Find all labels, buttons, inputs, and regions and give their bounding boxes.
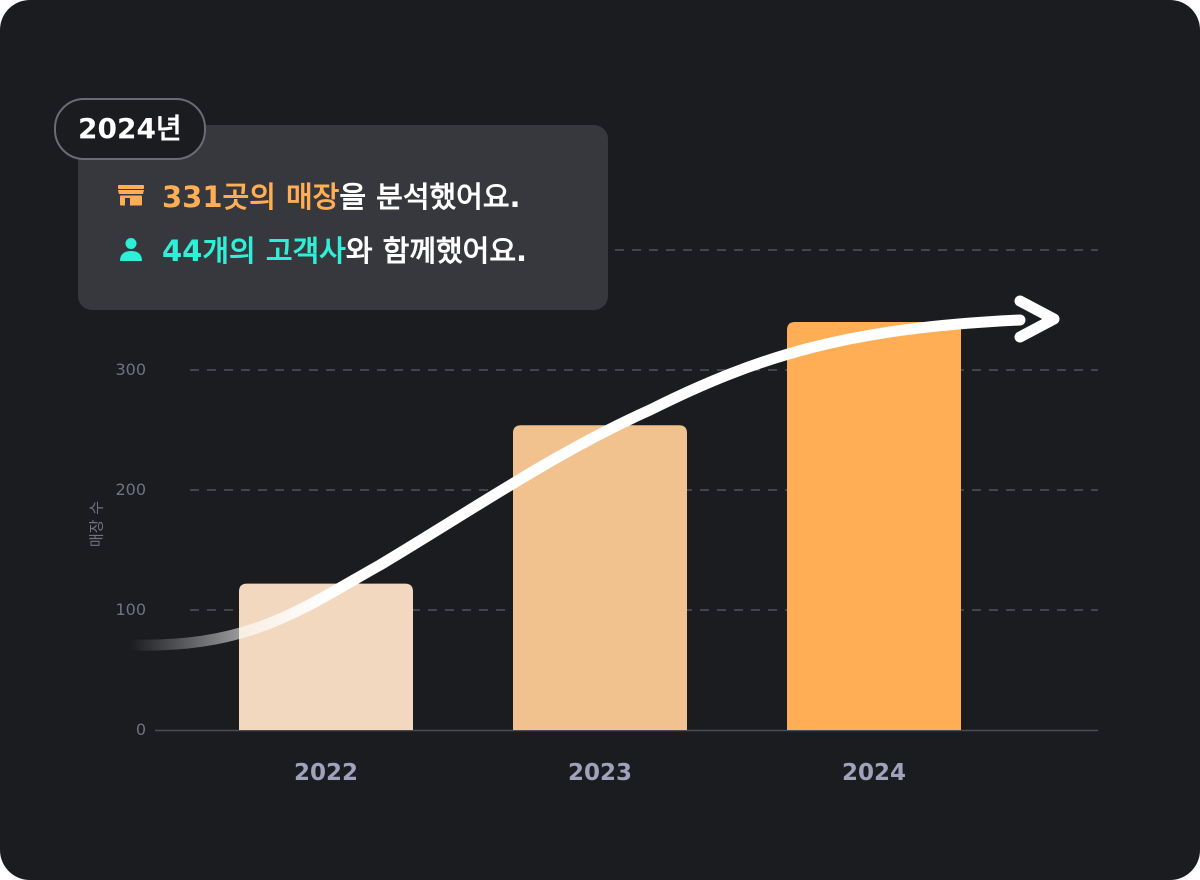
store-icon <box>116 180 146 210</box>
stores-highlight: 331곳의 매장 <box>162 180 340 214</box>
y-tick-label: 200 <box>115 480 146 499</box>
bar-2022 <box>239 583 413 730</box>
bar-2024 <box>787 322 961 730</box>
stores-rest: 을 분석했어요. <box>339 180 521 214</box>
x-tick-label: 2023 <box>568 760 632 786</box>
year-badge: 2024년 <box>54 98 206 160</box>
trend-arrow <box>126 295 1060 651</box>
y-tick-label: 100 <box>115 600 146 619</box>
x-tick-label: 2024 <box>842 760 906 786</box>
y-axis-label: 매장 수 <box>87 500 106 548</box>
y-tick-label: 300 <box>115 360 146 379</box>
bar-2023 <box>513 425 687 730</box>
stores-analyzed-line: 331곳의 매장 을 분석했어요. <box>116 175 521 215</box>
y-tick-label: 0 <box>136 720 146 739</box>
clients-rest: 와 함께했어요. <box>345 234 528 268</box>
clients-highlight: 44개의 고객사 <box>162 234 346 268</box>
x-tick-label: 2022 <box>294 760 358 786</box>
clients-line: 44개의 고객사 와 함께했어요. <box>116 229 527 269</box>
arrowhead-icon <box>1014 295 1060 343</box>
person-icon <box>116 234 146 264</box>
